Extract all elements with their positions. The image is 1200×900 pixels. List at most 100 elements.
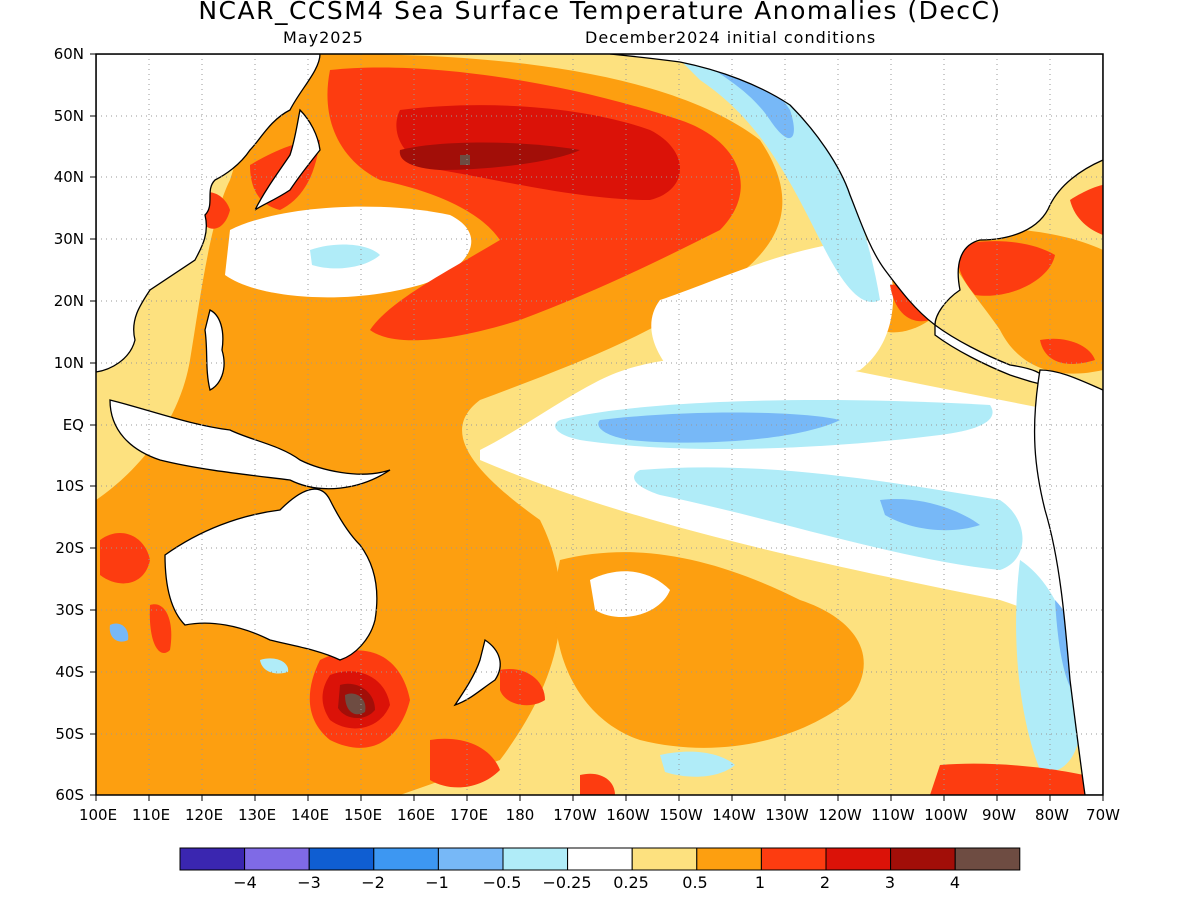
graticule (96, 54, 1103, 795)
initial-conditions: December2024 initial conditions (585, 28, 877, 47)
anomaly-contour-1 (430, 738, 500, 788)
lat-label: EQ (63, 416, 84, 434)
lon-label: 140W (712, 806, 756, 824)
anomaly-contour-cool-0.25 (634, 467, 1023, 570)
colorbar-swatch (760, 847, 827, 871)
anomaly-contour-4 (460, 155, 470, 165)
colorbar-swatch (179, 847, 246, 871)
lon-label: 120E (185, 806, 223, 824)
anomaly-contour-1 (100, 532, 150, 584)
lat-label: 60N (54, 45, 84, 63)
anomaly-contour-1 (1070, 185, 1103, 235)
lon-label: 160W (606, 806, 650, 824)
anomaly-contour-cool-0.25 (660, 751, 735, 777)
anomaly-contour-4 (345, 693, 366, 715)
lat-label: 60S (55, 786, 84, 804)
colorbar-swatch (825, 847, 892, 871)
colorbar-labels: −4 −3 −2 −1 −0.5 −0.25 0.25 0.5 1 2 3 4 (233, 873, 960, 892)
colorbar (179, 847, 1021, 871)
anomaly-contour-cool-0.5 (880, 499, 980, 531)
lon-label: 70W (1086, 806, 1120, 824)
lon-label: 160E (397, 806, 435, 824)
colorbar-swatch (437, 847, 504, 871)
latitude-labels: 60N 50N 40N 30N 20N 10N EQ 10S 20S 30S 4… (54, 45, 84, 804)
anomaly-contour-cool-0.25 (680, 59, 880, 302)
anomaly-field (96, 54, 1103, 795)
colorbar-swatch (954, 847, 1021, 871)
philippines (204, 309, 225, 391)
anomaly-contour-cool-0.5 (598, 412, 840, 443)
anomaly-contour-cool-0.25 (1016, 560, 1083, 772)
lon-label: 130W (765, 806, 809, 824)
lon-label: 130E (238, 806, 276, 824)
colorbar-label: 0.5 (682, 873, 707, 892)
anomaly-contour-1 (149, 604, 172, 653)
colorbar-label: −1 (425, 873, 449, 892)
lon-label: 120W (818, 806, 862, 824)
asia-landmass (96, 54, 321, 373)
colorbar-label: 2 (820, 873, 830, 892)
lat-label: 40S (55, 663, 84, 681)
anomaly-contour-1 (580, 773, 615, 795)
lon-label: 110W (871, 806, 915, 824)
lat-label: 50N (54, 107, 84, 125)
anomaly-contour-cool-0.25 (260, 658, 289, 674)
colorbar-swatch (308, 847, 375, 871)
lat-label: 20N (54, 292, 84, 310)
lon-label: 150E (344, 806, 382, 824)
indonesia (109, 399, 391, 490)
anomaly-contour-cool-0.25 (310, 244, 380, 269)
colorbar-swatch (631, 847, 698, 871)
lon-label: 150W (659, 806, 703, 824)
lon-label: 180 (506, 806, 535, 824)
lon-label: 80W (1035, 806, 1069, 824)
north-america (609, 54, 1103, 327)
lon-label: 100E (79, 806, 117, 824)
lat-label: 30S (55, 601, 84, 619)
colorbar-label: 1 (755, 873, 765, 892)
neutral-region (590, 571, 670, 618)
lat-label: 20S (55, 539, 84, 557)
colorbar-label: −0.5 (483, 873, 522, 892)
colorbar-swatch (567, 847, 633, 871)
lat-label: 40N (54, 168, 84, 186)
lon-label: 170E (450, 806, 488, 824)
colorbar-label: −0.25 (542, 873, 591, 892)
south-america (1033, 369, 1103, 795)
anomaly-contour-1 (957, 241, 1055, 296)
anomaly-contour-1 (1040, 338, 1095, 364)
colorbar-label: 4 (950, 873, 960, 892)
lon-label: 90W (982, 806, 1016, 824)
lon-label: 100W (924, 806, 968, 824)
australia (164, 488, 378, 661)
colorbar-label: −3 (297, 873, 321, 892)
forecast-month: May2025 (283, 28, 364, 47)
colorbar-swatch (696, 847, 762, 871)
colorbar-swatch (502, 847, 569, 871)
colorbar-label: −2 (361, 873, 385, 892)
lat-label: 10S (55, 477, 84, 495)
land (96, 54, 1103, 795)
anomaly-contour-1 (500, 669, 545, 706)
japan (254, 108, 321, 211)
longitude-labels: 100E 110E 120E 130E 140E 150E 160E 170E … (79, 806, 1120, 824)
colorbar-swatch (890, 847, 956, 871)
lon-label: 110E (132, 806, 170, 824)
new-zealand (453, 638, 501, 707)
lat-label: 10N (54, 354, 84, 372)
colorbar-label: 3 (885, 873, 895, 892)
colorbar-swatch (244, 847, 310, 871)
lon-label: 170W (553, 806, 597, 824)
colorbar-swatch (373, 847, 439, 871)
anomaly-contour-1 (930, 763, 1103, 795)
anomaly-contour-cool-0.5 (700, 60, 794, 139)
anomaly-contour-3 (399, 142, 580, 170)
neutral-region (651, 240, 894, 382)
colorbar-label: 0.25 (613, 873, 649, 892)
lon-label: 140E (291, 806, 329, 824)
anomaly-contour-cool-0.5 (109, 623, 129, 642)
colorbar-label: −4 (233, 873, 257, 892)
map-title: NCAR_CCSM4 Sea Surface Temperature Anoma… (198, 0, 1002, 25)
lat-label: 50S (55, 725, 84, 743)
